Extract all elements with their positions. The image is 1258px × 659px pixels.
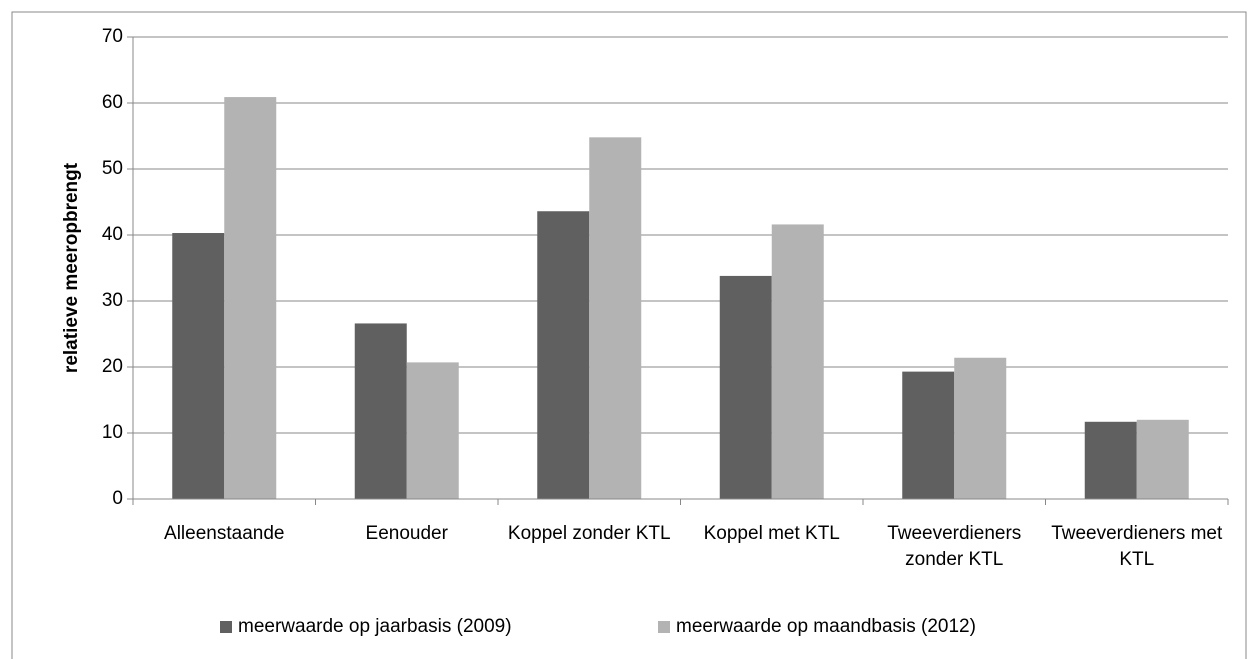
y-tick-label: 40: [102, 224, 123, 245]
bar: [771, 224, 824, 499]
legend-swatch: [220, 621, 232, 633]
bar: [406, 362, 459, 499]
y-tick-label: 0: [112, 488, 123, 509]
bar: [719, 275, 772, 499]
y-tick-label: 10: [102, 422, 123, 443]
bar: [589, 137, 642, 499]
bar: [172, 233, 225, 499]
bar: [954, 357, 1007, 499]
x-tick-label: Tweeverdieners met KTL: [1051, 523, 1223, 570]
x-tick-label: Tweeverdieners zonder KTL: [887, 523, 1022, 570]
y-tick-label: 20: [102, 356, 123, 377]
x-tick-label: Koppel met KTL: [703, 523, 840, 544]
x-tick-label: Eenouder: [365, 523, 448, 544]
bar: [224, 97, 277, 499]
bar: [1084, 421, 1137, 499]
bar: [902, 371, 955, 499]
bar: [537, 211, 590, 500]
y-tick-label: 30: [102, 290, 123, 311]
x-tick-label: Koppel zonder KTL: [507, 523, 671, 544]
legend-label: meerwaarde op jaarbasis (2009): [238, 616, 512, 637]
y-tick-label: 70: [102, 26, 123, 47]
bar: [1136, 419, 1189, 499]
chart-border: [11, 11, 1247, 659]
legend-label: meerwaarde op maandbasis (2012): [676, 616, 976, 637]
y-tick-label: 60: [102, 92, 123, 113]
x-tick-label: Alleenstaande: [164, 523, 285, 544]
y-axis-label: relatieve meeropbrengt: [61, 162, 82, 373]
y-tick-label: 50: [102, 158, 123, 179]
bar: [354, 323, 407, 499]
legend-swatch: [658, 621, 670, 633]
